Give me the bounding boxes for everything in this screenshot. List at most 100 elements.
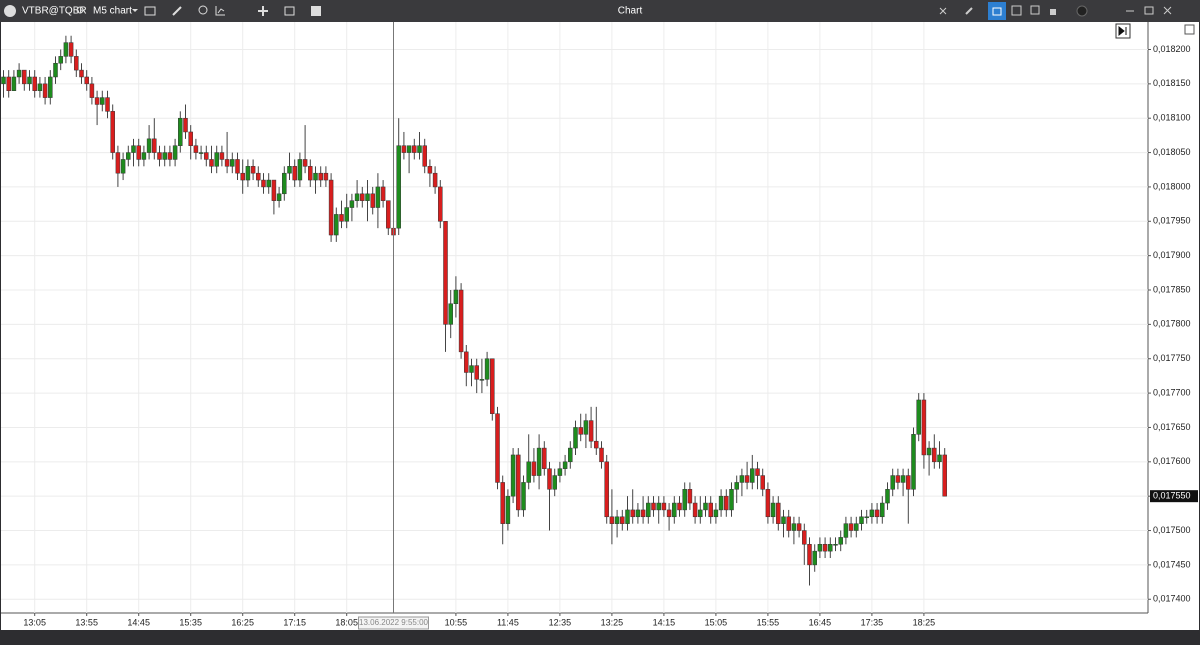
layout-icon[interactable] xyxy=(311,6,321,16)
link-tool[interactable] xyxy=(965,7,973,15)
y-tick-label: 0,017400 xyxy=(1153,594,1191,604)
candle-body xyxy=(110,111,115,153)
candle-body xyxy=(687,489,693,504)
y-tick-label: 0,017450 xyxy=(1153,559,1191,569)
candle-body xyxy=(198,152,204,154)
candle-body xyxy=(427,166,433,174)
candle-body xyxy=(651,502,656,511)
candle-body xyxy=(531,461,537,476)
candle-body xyxy=(6,76,11,91)
candle-body xyxy=(874,509,880,518)
y-tick-label: 0,017500 xyxy=(1153,525,1191,535)
timeframe[interactable]: M5 chart xyxy=(93,6,132,17)
last-price-label: 0,017550 xyxy=(1153,491,1191,501)
candle-body xyxy=(68,42,74,57)
copy-button[interactable] xyxy=(1030,5,1040,15)
screenshot-button[interactable] xyxy=(988,2,1006,20)
chart-area xyxy=(1,22,1199,630)
x-tick-label: 14:45 xyxy=(127,617,150,627)
candle-body xyxy=(318,172,323,181)
candle-body xyxy=(412,145,417,153)
candle-body xyxy=(744,475,750,483)
candle-body xyxy=(604,461,609,518)
candle-body xyxy=(37,83,43,91)
candle-body xyxy=(250,166,256,174)
candle-body xyxy=(682,489,687,511)
y-tick-label: 0,017650 xyxy=(1153,422,1191,432)
camera-icon xyxy=(992,7,1002,16)
dropdown[interactable] xyxy=(132,9,138,12)
candle-body xyxy=(193,145,199,153)
candle-body xyxy=(791,523,797,531)
candle-body xyxy=(932,447,937,463)
candle-body xyxy=(152,138,157,153)
candle-body xyxy=(640,509,646,518)
plot: 0,017400 0,017450 0,017500 0,017550 0,017600… xyxy=(1,22,1198,630)
candle-body xyxy=(828,544,833,552)
candle-body xyxy=(344,207,349,222)
crosshair-tool[interactable] xyxy=(939,7,947,15)
candle-body xyxy=(568,447,573,463)
candle-body xyxy=(22,69,27,85)
candle-body xyxy=(479,379,485,381)
candle-body xyxy=(516,454,521,511)
candle-body xyxy=(105,97,110,112)
x-tick-label: 15:55 xyxy=(757,617,780,627)
candle-body xyxy=(713,509,719,518)
candle-body xyxy=(802,530,807,545)
candle-body xyxy=(27,76,32,85)
candle-body xyxy=(146,138,152,153)
chart-type-icon[interactable] xyxy=(144,6,156,16)
candle-body xyxy=(282,172,287,195)
scroll-to-end-icon xyxy=(1118,25,1127,37)
candle-body xyxy=(453,289,459,305)
zoom-icon[interactable] xyxy=(198,5,208,15)
candle-body xyxy=(79,69,84,78)
candle-body xyxy=(167,152,173,160)
y-tick-label: 0,018050 xyxy=(1153,147,1191,157)
candle-body xyxy=(729,489,734,511)
candle-body xyxy=(614,516,620,524)
candle-body xyxy=(609,516,615,524)
candle-body xyxy=(666,509,672,518)
candle-body xyxy=(552,475,557,490)
indicator-icon[interactable] xyxy=(215,6,225,16)
candle-body xyxy=(131,145,136,153)
fullscreen-button[interactable] xyxy=(1011,5,1022,16)
candle-body xyxy=(859,516,864,524)
candle-body xyxy=(926,447,932,456)
color-button[interactable] xyxy=(1076,5,1088,17)
candle-body xyxy=(739,475,745,483)
template-icon[interactable] xyxy=(284,6,295,16)
lock-button[interactable] xyxy=(1050,9,1056,15)
candle-body xyxy=(53,62,58,78)
app-icon[interactable] xyxy=(4,5,16,17)
candle-body xyxy=(375,186,381,208)
candle-body xyxy=(469,365,474,373)
candle-body xyxy=(578,427,583,435)
candle-body xyxy=(833,544,838,546)
x-tick-label: 16:25 xyxy=(231,617,254,627)
candle-body xyxy=(630,509,635,518)
candle-body xyxy=(365,193,370,201)
candle-body xyxy=(157,152,162,160)
candle-body xyxy=(796,523,802,531)
search-icon[interactable] xyxy=(76,6,84,14)
x-tick-label: 13:25 xyxy=(601,617,624,627)
candle-body xyxy=(542,447,547,469)
close-button[interactable] xyxy=(1163,6,1172,15)
axis-settings-button[interactable] xyxy=(1184,24,1195,35)
candle-body xyxy=(42,83,48,98)
candle-body xyxy=(183,117,188,133)
candle-body xyxy=(755,468,760,476)
draw-icon[interactable] xyxy=(172,6,182,16)
candle-body xyxy=(599,447,604,463)
candle-body xyxy=(724,495,729,511)
symbol[interactable]: VTBR@TQBR xyxy=(22,6,87,17)
add-icon[interactable] xyxy=(258,6,268,16)
candle-body xyxy=(89,83,95,98)
candle-body xyxy=(32,76,37,91)
candle-body xyxy=(162,152,167,160)
maximize-button[interactable] xyxy=(1144,6,1154,15)
